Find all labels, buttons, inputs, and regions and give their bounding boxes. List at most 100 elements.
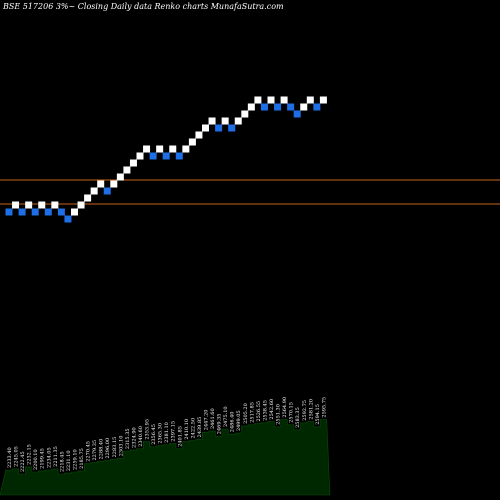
renko-brick-up [280, 96, 288, 104]
renko-brick-up [234, 117, 242, 125]
volume-value-label: 2303.10 [118, 436, 124, 457]
volume-value-label: 2340.60 [138, 426, 144, 447]
volume-value-label: 2486.40 [230, 412, 236, 433]
renko-brick-down [260, 103, 268, 111]
renko-brick-up [241, 110, 249, 118]
renko-brick-up [90, 187, 98, 195]
volume-value-label: 2517.85 [249, 402, 255, 423]
renko-brick-down [175, 152, 183, 160]
volume-value-label: 2356.45 [151, 424, 157, 445]
volume-value-label: 2461.60 [210, 408, 216, 429]
volume-value-label: 2564.90 [282, 397, 288, 418]
volume-value-label: 2447.20 [204, 410, 210, 431]
renko-brick-up [116, 173, 124, 181]
renko-brick-up [12, 201, 20, 209]
volume-value-label: 2595.75 [321, 397, 327, 418]
renko-brick-up [51, 201, 59, 209]
volume-value-label: 2592.75 [302, 400, 308, 421]
volume-value-label: 2469.35 [217, 414, 223, 435]
volume-value-label: 2499.05 [236, 410, 242, 431]
chart-title: BSE 517206 3%~ Closing Daily data Renko … [3, 2, 284, 11]
renko-brick-up [169, 145, 177, 153]
volume-value-label: 2475.10 [223, 406, 229, 427]
renko-brick-up [267, 96, 275, 104]
volume-value-label: 2288.40 [99, 439, 105, 460]
renko-brick-up [77, 201, 85, 209]
renko-brick-up [110, 180, 118, 188]
volume-value-label: 2365.30 [158, 423, 164, 444]
volume-value-label: 2583.35 [295, 407, 301, 428]
renko-brick-down [274, 103, 282, 111]
renko-brick-down [149, 152, 157, 160]
volume-value-label: 2594.15 [315, 404, 321, 425]
renko-brick-down [57, 208, 65, 216]
volume-value-label: 2296.00 [105, 438, 111, 459]
volume-value-label: 2422.50 [190, 418, 196, 439]
volume-value-label: 2526.55 [256, 401, 262, 422]
renko-brick-up [97, 180, 105, 188]
volume-labels: 2233.40 2245.05 2222.45 2232.15 2200.10 2199.… [7, 397, 327, 472]
volume-value-label: 2245.05 [14, 446, 20, 467]
renko-brick-up [188, 138, 196, 146]
renko-brick-down [44, 208, 52, 216]
renko-brick-up [71, 208, 78, 216]
volume-value-label: 2410.10 [184, 419, 190, 440]
renko-brick-up [306, 96, 314, 104]
volume-value-label: 2185.75 [79, 448, 85, 469]
renko-brick-down [313, 103, 321, 111]
renko-brick-down [103, 187, 111, 195]
renko-brick-up [221, 117, 229, 125]
renko-brick-up [319, 96, 327, 104]
renko-brick-up [254, 96, 262, 104]
volume-area [0, 419, 331, 496]
volume-value-label: 2401.85 [177, 426, 183, 447]
volume-value-label: 2279.35 [92, 440, 98, 461]
renko-brick-up [25, 201, 33, 209]
renko-brick-up [123, 166, 131, 174]
renko-brick-down [31, 208, 39, 216]
renko-brick-up [247, 103, 255, 111]
volume-value-label: 2283.15 [112, 437, 118, 458]
volume-value-label: 2570.15 [289, 402, 295, 423]
volume-value-label: 2581.20 [308, 399, 314, 420]
renko-brick-up [182, 145, 190, 153]
renko-brick-up [38, 201, 46, 209]
renko-brick-down [228, 124, 236, 132]
volume-value-label: 2505.20 [243, 403, 249, 424]
renko-brick-down [162, 152, 170, 160]
volume-value-label: 2324.90 [131, 427, 137, 448]
renko-brick-up [208, 117, 216, 125]
volume-value-label: 2199.45 [40, 448, 46, 469]
volume-value-label: 2200.10 [33, 449, 39, 470]
volume-value-label: 2397.15 [171, 421, 177, 442]
volume-value-label: 2259.10 [73, 449, 79, 470]
renko-brick-down [287, 103, 295, 111]
renko-brick-up [143, 145, 151, 153]
renko-brick-up [136, 152, 144, 160]
volume-value-label: 2231.10 [66, 450, 72, 471]
volume-value-label: 2232.15 [27, 444, 33, 465]
volume-value-label: 2381.10 [164, 422, 170, 443]
brick-series [5, 96, 327, 223]
volume-value-label: 2222.45 [20, 451, 26, 472]
renko-brick-up [202, 124, 209, 132]
renko-brick-up [300, 103, 308, 111]
renko-brick-up [84, 194, 92, 202]
reference-lines [0, 179, 500, 205]
volume-value-label: 2353.95 [145, 419, 151, 440]
volume-value-label: 2270.45 [86, 441, 92, 462]
renko-brick-up [129, 159, 137, 167]
volume-value-label: 2211.35 [53, 446, 59, 467]
renko-brick-down [5, 208, 13, 216]
renko-brick-down [215, 124, 223, 132]
volume-value-label: 2218.45 [59, 451, 65, 472]
volume-value-label: 2315.35 [125, 428, 131, 449]
volume-value-label: 2551.30 [276, 404, 282, 425]
renko-brick-down [18, 208, 26, 216]
volume-value-label: 2233.40 [7, 447, 13, 468]
renko-brick-down [293, 110, 301, 118]
volume-value-label: 2538.45 [262, 400, 268, 421]
renko-brick-up [195, 131, 203, 139]
volume-value-label: 2542.60 [269, 399, 275, 420]
